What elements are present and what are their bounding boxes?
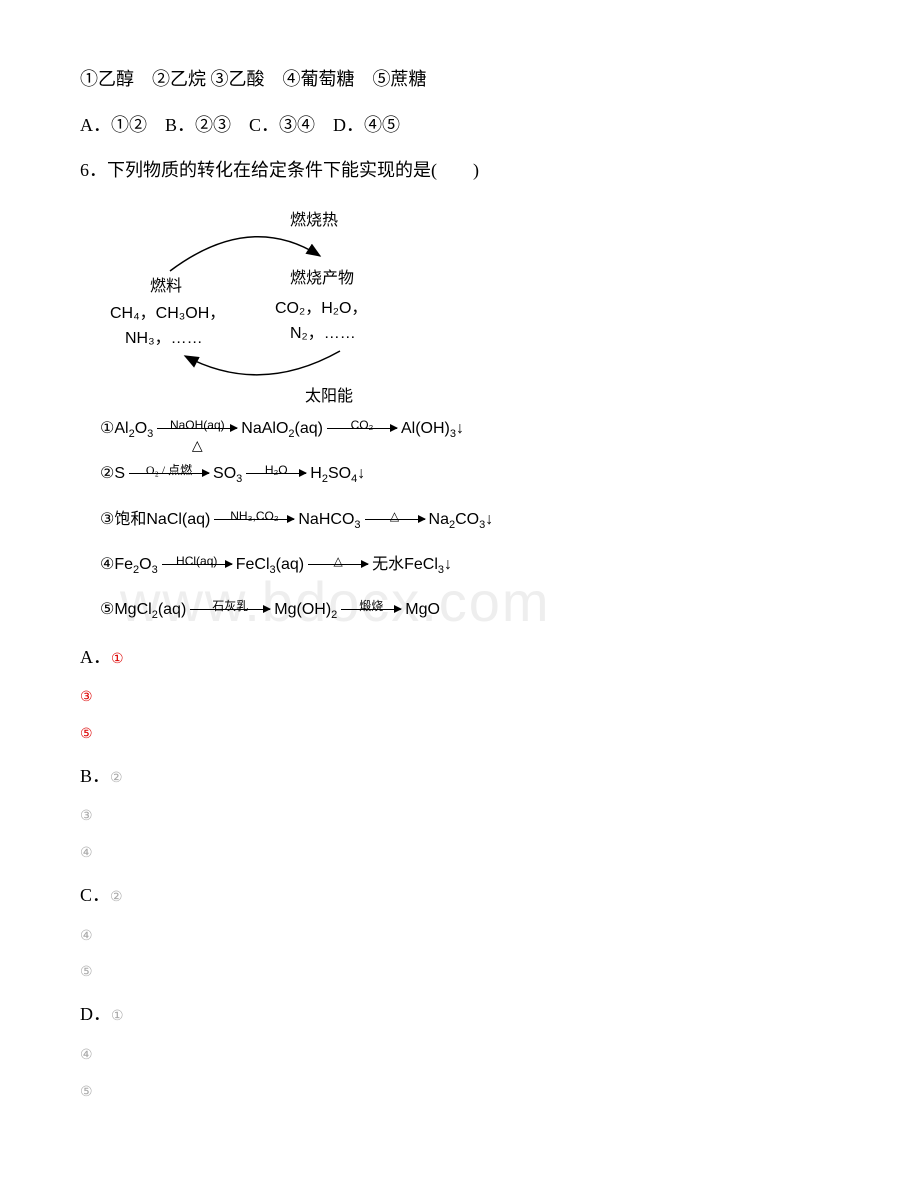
- arrow: O₂ / 点燃: [129, 473, 209, 474]
- r2-a: S: [114, 456, 125, 491]
- q5-choices: A．①② B．②③ C．③④ D．④⑤: [80, 106, 840, 146]
- num: ②: [100, 456, 114, 491]
- r5-a: MgCl2(aq): [114, 592, 186, 627]
- reaction-1: ① Al2O3 NaOH(aq) △ NaAlO2(aq) CO₂ Al(OH)…: [100, 411, 840, 446]
- diagram-fuel-items2: NH₃，……: [125, 321, 203, 356]
- reaction-4: ④ Fe2O3 HCl(aq) FeCl3(aq) △ 无水FeCl3↓: [100, 547, 840, 582]
- r4-c: 无水FeCl3↓: [372, 547, 452, 582]
- r1-a: Al2O3: [114, 411, 153, 446]
- diagram-prod-items2: N₂，……: [290, 316, 356, 351]
- option-d-line3: ⑤: [80, 1078, 840, 1109]
- option-c-line3: ⑤: [80, 958, 840, 989]
- option-d-line2: ④: [80, 1041, 840, 1072]
- diagram-top-label: 燃烧热: [290, 203, 338, 238]
- arrow: HCl(aq): [162, 564, 232, 565]
- opt-b-prefix: B．: [80, 766, 110, 786]
- arrow: 煅烧: [341, 609, 401, 610]
- num: ③: [100, 502, 114, 537]
- arrow: △: [308, 564, 368, 565]
- arrow: 石灰乳: [190, 609, 270, 610]
- reaction-2: ② S O₂ / 点燃 SO3 H₂O H2SO4↓: [100, 456, 840, 491]
- r3-b: NaHCO3: [298, 502, 360, 537]
- diagram-bottom-label: 太阳能: [305, 379, 353, 414]
- opt-d-prefix: D．: [80, 1004, 111, 1024]
- option-a-line2: ③: [80, 683, 840, 714]
- opt-c-prefix: C．: [80, 885, 110, 905]
- reaction-5: ⑤ MgCl2(aq) 石灰乳 Mg(OH)2 煅烧 MgO: [100, 592, 840, 627]
- option-b-line3: ④: [80, 839, 840, 870]
- r5-b: Mg(OH)2: [274, 592, 337, 627]
- cycle-diagram: 燃烧热 燃料 燃烧产物 CH₄，CH₃OH， NH₃，…… CO₂，H₂O， N…: [100, 201, 460, 401]
- option-a-line1: A．①: [80, 638, 840, 678]
- option-b-line1: B．②: [80, 757, 840, 797]
- r3-a: 饱和NaCl(aq): [114, 502, 210, 537]
- r5-c: MgO: [405, 592, 440, 627]
- opt-b-1: ②: [110, 771, 123, 786]
- option-c-line1: C．②: [80, 876, 840, 916]
- r3-c: Na2CO3↓: [429, 502, 494, 537]
- r1-b: NaAlO2(aq): [241, 411, 323, 446]
- num: ①: [100, 411, 114, 446]
- reaction-3: ③ 饱和NaCl(aq) NH₃,CO₂ NaHCO3 △ Na2CO3↓: [100, 502, 840, 537]
- num: ④: [100, 547, 114, 582]
- arrow: NH₃,CO₂: [214, 519, 294, 520]
- arrow: CO₂: [327, 428, 397, 429]
- r2-c: H2SO4↓: [310, 456, 365, 491]
- arrow: NaOH(aq) △: [157, 428, 237, 429]
- option-b-line2: ③: [80, 802, 840, 833]
- opt-a-1: ①: [111, 652, 124, 667]
- option-a-line3: ⑤: [80, 720, 840, 751]
- r4-b: FeCl3(aq): [236, 547, 304, 582]
- arrow: △: [365, 519, 425, 520]
- q6-stem: 6．下列物质的转化在给定条件下能实现的是( ): [80, 151, 840, 191]
- option-d-line1: D．①: [80, 995, 840, 1035]
- r2-b: SO3: [213, 456, 242, 491]
- r1-c: Al(OH)3↓: [401, 411, 464, 446]
- r4-a: Fe2O3: [114, 547, 157, 582]
- opt-a-prefix: A．: [80, 647, 111, 667]
- q5-items: ①乙醇 ②乙烷 ③乙酸 ④葡萄糖 ⑤蔗糖: [80, 60, 840, 100]
- opt-c-1: ②: [110, 890, 123, 905]
- reaction-list: ① Al2O3 NaOH(aq) △ NaAlO2(aq) CO₂ Al(OH)…: [100, 411, 840, 628]
- arrow: H₂O: [246, 473, 306, 474]
- opt-d-1: ①: [111, 1009, 124, 1024]
- option-c-line2: ④: [80, 922, 840, 953]
- num: ⑤: [100, 592, 114, 627]
